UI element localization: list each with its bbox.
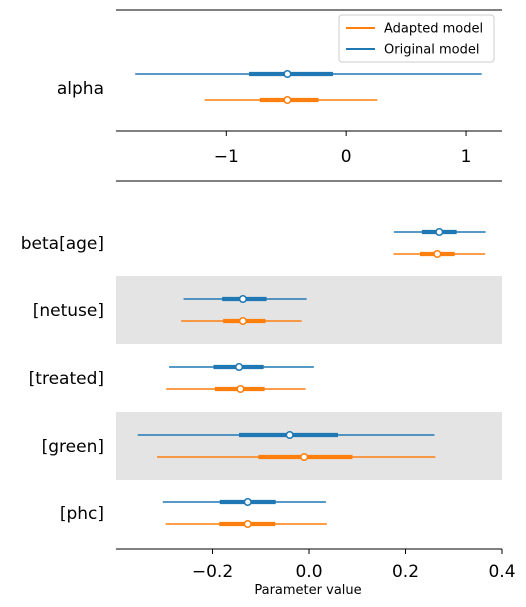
mean-point-original-model [243,497,252,507]
x-tick-label: −0.2 [192,562,233,582]
mean-point-adapted-model [236,384,245,394]
mean-point-adapted-model [433,249,442,259]
x-axis-title: Parameter value [254,583,361,598]
mean-point-adapted-model [300,452,309,462]
legend: Adapted model Original model [338,14,495,63]
row-band-netuse [116,276,502,344]
legend-frame [338,14,495,63]
row-label-phc: [phc] [60,504,104,524]
legend-label-adapted: Adapted model [384,22,483,37]
mean-point-adapted-model [283,95,292,105]
row-band-green [116,412,502,480]
row-label-alpha: alpha [57,79,104,99]
mean-point-adapted-model [243,519,252,529]
x-tick-label: 1 [461,147,472,167]
row-label-netuse: [netuse] [33,301,104,321]
mean-point-original-model [285,430,294,440]
x-tick-label: 0 [341,147,352,167]
mean-point-original-model [238,294,247,304]
row-label-green: [green] [42,437,104,457]
x-tick-label: 0.0 [295,562,322,582]
row-label-beta-age: beta[age] [21,234,104,254]
x-tick-label: 0.4 [488,562,515,582]
mean-point-adapted-model [238,316,247,326]
mean-point-original-model [234,362,244,372]
mean-point-original-model [435,227,444,237]
row-label-treated: [treated] [29,369,104,389]
x-tick-label: −1 [214,147,239,167]
x-tick-label: 0.2 [392,562,419,582]
legend-label-original: Original model [384,43,479,58]
panel-coefficients: −0.2 0.0 0.2 0.4 beta[age] [netuse] [treated] [… [21,180,516,582]
mean-point-original-model [283,69,292,79]
panel-alpha: −1 0 1 alpha [57,9,502,167]
